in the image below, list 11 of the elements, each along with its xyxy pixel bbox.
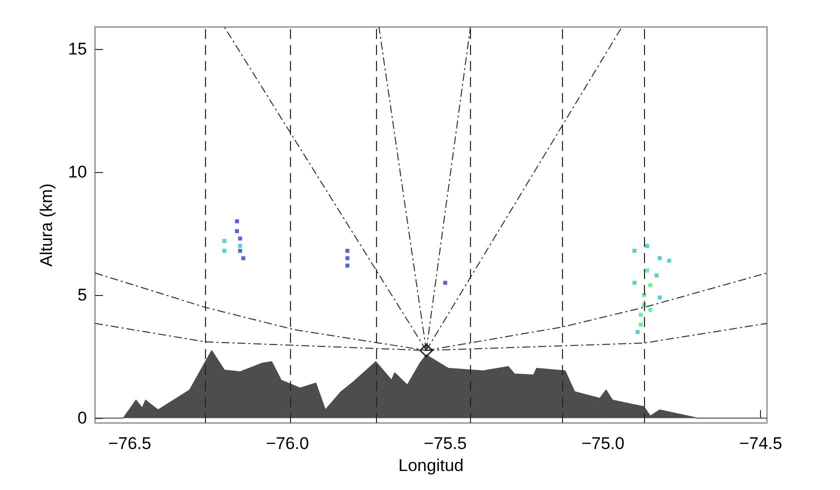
y-tick-label: 0 (78, 408, 87, 428)
x-tick-label: −75.5 (424, 434, 467, 453)
x-tick-label: −74.5 (739, 434, 782, 453)
x-tick-label: −76.0 (266, 434, 309, 453)
y-tick-label: 15 (68, 40, 87, 59)
y-tick-label: 5 (78, 286, 87, 305)
x-tick-label: −75.0 (581, 434, 624, 453)
x-axis-title: Longitud (398, 456, 464, 475)
x-tick-label: −76.5 (108, 434, 152, 453)
y-tick-label: 10 (68, 162, 87, 182)
y-axis-title: Altura (km) (37, 183, 56, 267)
